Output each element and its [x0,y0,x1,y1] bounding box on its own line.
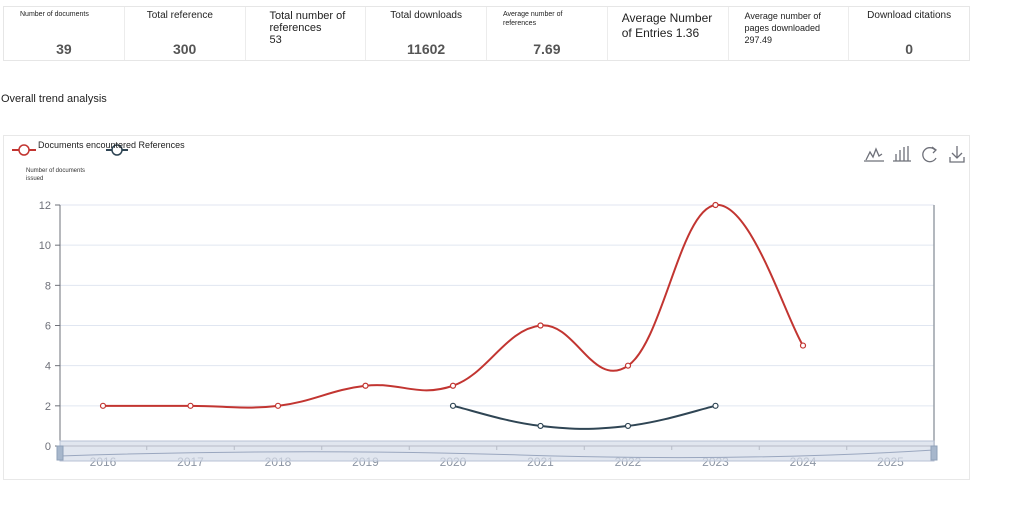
y-tick-label: 8 [45,280,51,292]
data-point-documents [274,402,282,409]
stat-download-citations: Download citations 0 [849,7,969,60]
data-point-references [624,422,632,430]
data-point-references [537,422,544,430]
stat-label-wrap: Total number of references 53 [246,10,366,46]
legend-label: Documents encountered References [38,140,185,150]
series-line-documents [102,203,804,409]
data-point-references [449,402,457,409]
y-tick-label: 6 [45,321,51,333]
stat-label: Average number of references [503,11,563,27]
chart-toolbox [862,144,968,164]
stat-value: 39 [56,41,72,57]
trend-chart-panel [3,135,970,480]
series [99,201,807,430]
stat-number-of-documents: Number of documents 39 [4,7,125,60]
y-axis-title-wrap: Number of documents issued [26,168,86,182]
data-point-documents [712,201,719,209]
stat-value: 11602 [407,41,446,57]
stat-label: Average number of pages downloaded [744,11,821,33]
data-point-documents [187,402,194,409]
y-axis-title: Number of documents issued [26,168,86,182]
zoom-shadow-line [59,449,935,459]
stat-total-reference: Total reference 300 [125,7,246,60]
stat-label: Total number of references [269,10,346,34]
stat-average-number-of-entries: Average Number of Entries 1.36 [608,7,729,60]
stat-label: Download citations [867,10,952,21]
legend-marker-references [111,144,123,156]
y-tick-label: 4 [45,361,51,373]
legend[interactable]: Documents encountered References [12,140,185,156]
stat-label-wrap: Average number of pages downloaded 297.4… [729,10,849,46]
zoom-band [59,440,935,462]
stat-value: 7.69 [533,41,561,57]
y-tick-label: 12 [39,200,51,212]
y-tick-label: 0 [45,441,51,453]
refresh-icon[interactable] [918,144,940,164]
legend-marker-documents [18,144,30,156]
download-icon[interactable] [946,144,968,164]
zoom-handle-left [56,445,64,461]
stat-average-number-of-references: Average number of references 7.69 [487,7,608,60]
stat-label: Average Number of Entries [621,11,713,40]
stat-value: 300 [172,41,197,57]
stat-label: Number of documents [20,11,89,18]
stat-label: Total downloads [390,10,462,21]
stat-value: 0 [905,41,914,57]
stat-label-wrap: Average Number of Entries 1.36 [608,11,728,41]
data-point-references [712,402,719,409]
stat-value: 297.49 [744,35,773,45]
series-line-references [452,404,716,430]
bar-chart-icon[interactable] [890,144,912,164]
line-chart-icon[interactable] [862,144,884,164]
data-point-documents [799,342,807,349]
y-tick-label: 2 [45,401,51,413]
stat-total-downloads: Total downloads 11602 [366,7,487,60]
data-point-documents [99,402,107,409]
stat-value: 53 [269,34,282,46]
data-point-documents [362,382,369,389]
stat-value: 1.36 [675,26,700,40]
data-zoom-slider[interactable] [56,440,938,462]
stat-average-pages-downloaded: Average number of pages downloaded 297.4… [729,7,850,60]
y-tick-label: 10 [39,240,51,252]
statistics-bar: Number of documents 39 Total reference 3… [3,6,970,61]
stat-total-number-of-references: Total number of references 53 [246,7,367,60]
data-point-documents [537,322,544,329]
grid [60,204,934,407]
section-title: Overall trend analysis [1,93,107,105]
zoom-handle-right [930,445,938,461]
data-point-documents [624,362,632,369]
data-point-documents [449,382,457,389]
stat-label: Total reference [146,10,213,21]
